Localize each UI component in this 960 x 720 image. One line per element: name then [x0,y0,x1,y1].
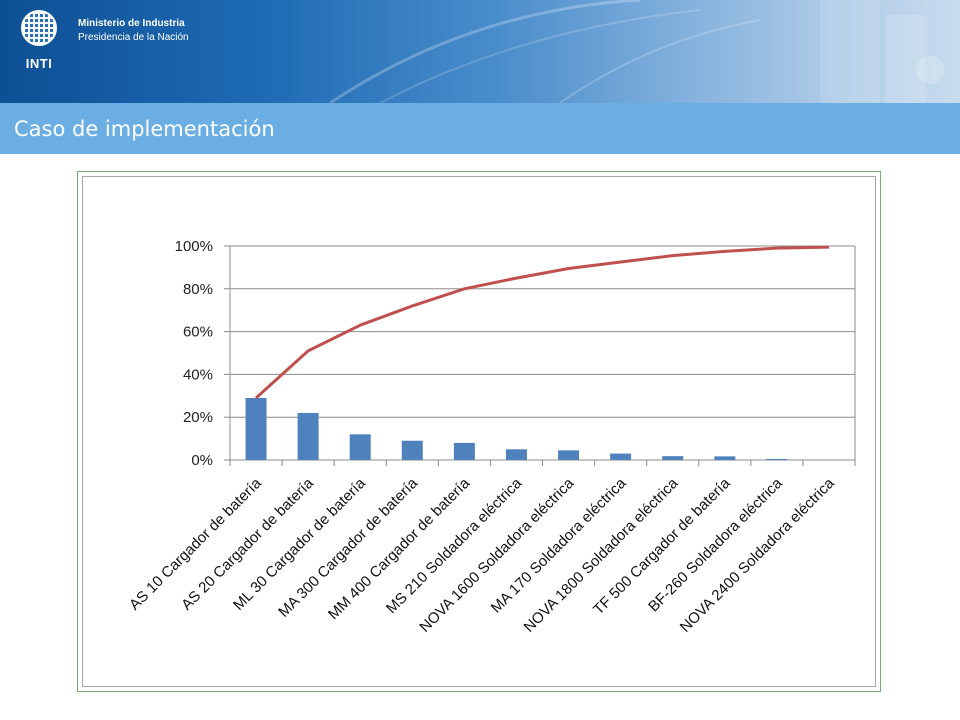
chart-area-border [82,176,876,687]
y-tick-label: 0% [191,452,213,469]
chart-frame [77,171,881,692]
ministry-name: Ministerio de Industria [78,18,185,29]
gridlines [224,245,856,461]
bar [662,456,684,460]
bar [505,449,527,460]
bar [453,442,475,460]
ministry-subtitle: Presidencia de la Nación [78,32,189,43]
banner-decoration [329,0,944,103]
inti-logo: INTI [14,10,64,88]
bar [245,397,267,460]
bar [297,412,319,460]
x-axis-ticks [229,460,856,466]
bar [766,458,788,460]
cumulative-line-group [255,245,829,400]
y-tick-label: 40% [183,366,213,383]
bars [245,397,788,460]
section-bar [0,103,960,154]
ministry-block: Ministerio de Industria Presidencia de l… [78,17,189,45]
bar [714,456,736,460]
y-tick-label: 20% [183,409,213,426]
y-tick-label: 60% [183,324,213,341]
bar [610,453,632,460]
bar [349,434,371,460]
inti-logo-text: INTI [25,56,53,71]
header-banner: INTI Ministerio de Industria Presidencia… [0,0,960,103]
y-tick-label: 80% [183,281,213,298]
y-tick-label: 100% [175,238,213,255]
bar [401,440,423,460]
section-title: Caso de implementación [14,117,275,141]
bar [558,450,580,460]
cumulative-line [255,245,829,400]
inti-logo-icon [21,10,57,46]
y-axis-ticks: 0% 20% 40% 60% 80% 100% [175,238,213,469]
